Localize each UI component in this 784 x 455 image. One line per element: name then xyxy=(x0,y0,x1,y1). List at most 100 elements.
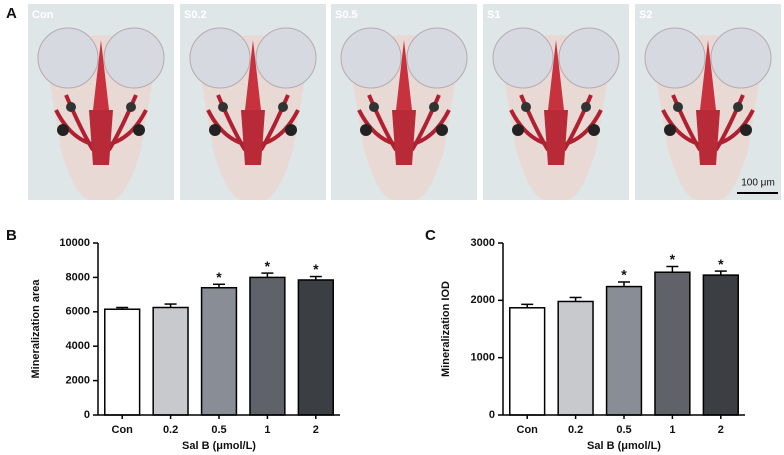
eye xyxy=(37,27,99,89)
eye xyxy=(340,27,402,89)
photo: S2 xyxy=(635,4,781,200)
cartilage xyxy=(93,40,109,110)
cartilage xyxy=(392,110,416,165)
y-tick-label: 2000 xyxy=(66,375,90,387)
y-tick-label: 4000 xyxy=(66,340,90,352)
photo: S1 xyxy=(483,4,629,200)
otolith xyxy=(673,102,683,112)
cartilage xyxy=(696,110,720,165)
y-tick-label: 2000 xyxy=(471,294,495,306)
x-tick-label: 0.2 xyxy=(568,424,583,436)
image-label: S0.2 xyxy=(184,9,207,21)
y-tick-label: 0 xyxy=(84,409,90,421)
otolith xyxy=(512,124,524,136)
x-tick-label: 0.2 xyxy=(163,424,178,436)
otolith xyxy=(57,124,69,136)
photo: S0.2 xyxy=(180,4,326,200)
y-tick-label: 0 xyxy=(489,409,495,421)
cartilage xyxy=(509,94,603,152)
y-axis-label: Mineralization area xyxy=(30,279,42,379)
otolith xyxy=(664,124,676,136)
otolith xyxy=(733,102,743,112)
image-label: S2 xyxy=(639,9,652,21)
cartilage xyxy=(54,94,148,152)
otolith xyxy=(218,102,228,112)
cartilage xyxy=(700,40,716,110)
bar xyxy=(557,300,594,416)
cartilage xyxy=(661,94,755,152)
bar xyxy=(702,274,739,416)
eye xyxy=(710,27,772,89)
x-tick-label: Con xyxy=(517,424,539,436)
significance-mark: * xyxy=(621,267,627,283)
eye xyxy=(644,27,706,89)
otolith xyxy=(360,124,372,136)
x-tick-label: 1 xyxy=(264,424,270,436)
significance-mark: * xyxy=(265,258,271,274)
significance-mark: * xyxy=(718,256,724,272)
otolith xyxy=(581,102,591,112)
otolith xyxy=(126,102,136,112)
significance-mark: * xyxy=(670,251,676,267)
eye xyxy=(189,27,251,89)
x-tick-label: 1 xyxy=(669,424,675,436)
otolith xyxy=(429,102,439,112)
significance-mark: * xyxy=(216,269,222,285)
bar xyxy=(605,285,643,416)
x-tick-label: 0.5 xyxy=(616,424,631,436)
otolith xyxy=(66,102,76,112)
otolith xyxy=(133,124,145,136)
photo: S0.5 xyxy=(331,4,477,200)
x-tick-label: 2 xyxy=(313,424,319,436)
eye xyxy=(558,27,620,89)
eye xyxy=(255,27,317,89)
y-tick-label: 1000 xyxy=(471,352,495,364)
eye xyxy=(103,27,165,89)
y-tick-label: 8000 xyxy=(66,271,90,283)
y-tick-label: 3000 xyxy=(471,237,495,249)
x-axis-label: Sal B (μmol/L) xyxy=(182,440,256,452)
y-tick-label: 6000 xyxy=(66,306,90,318)
otolith xyxy=(369,102,379,112)
otolith xyxy=(209,124,221,136)
cartilage xyxy=(245,40,261,110)
otolith xyxy=(278,102,288,112)
y-axis-label: Mineralization IOD xyxy=(440,281,452,377)
bar xyxy=(509,307,546,416)
image-label: S1 xyxy=(487,9,500,21)
x-tick-label: 2 xyxy=(718,424,724,436)
bar xyxy=(200,286,238,416)
bar xyxy=(104,308,141,416)
bar xyxy=(654,271,691,416)
x-tick-label: 0.5 xyxy=(211,424,226,436)
otolith xyxy=(740,124,752,136)
panel-label: C xyxy=(425,227,436,244)
image-label: S0.5 xyxy=(335,9,358,21)
cartilage xyxy=(357,94,451,152)
image-label: Con xyxy=(32,9,54,21)
cartilage xyxy=(548,40,564,110)
x-axis-label: Sal B (μmol/L) xyxy=(587,440,661,452)
eye xyxy=(492,27,554,89)
otolith xyxy=(521,102,531,112)
significance-mark: * xyxy=(313,261,319,277)
otolith xyxy=(436,124,448,136)
cartilage xyxy=(89,110,113,165)
eye xyxy=(406,27,468,89)
x-tick-label: Con xyxy=(112,424,134,436)
otolith xyxy=(588,124,600,136)
cartilage xyxy=(544,110,568,165)
panel-label: A xyxy=(6,5,17,22)
y-tick-label: 10000 xyxy=(59,237,90,249)
cartilage xyxy=(396,40,412,110)
panel-label: B xyxy=(6,227,17,244)
otolith xyxy=(285,124,297,136)
photo: Con xyxy=(28,4,174,200)
bar xyxy=(297,279,334,416)
cartilage xyxy=(241,110,265,165)
scale-bar-label: 100 μm xyxy=(741,178,775,189)
bar xyxy=(152,306,189,416)
cartilage xyxy=(206,94,300,152)
